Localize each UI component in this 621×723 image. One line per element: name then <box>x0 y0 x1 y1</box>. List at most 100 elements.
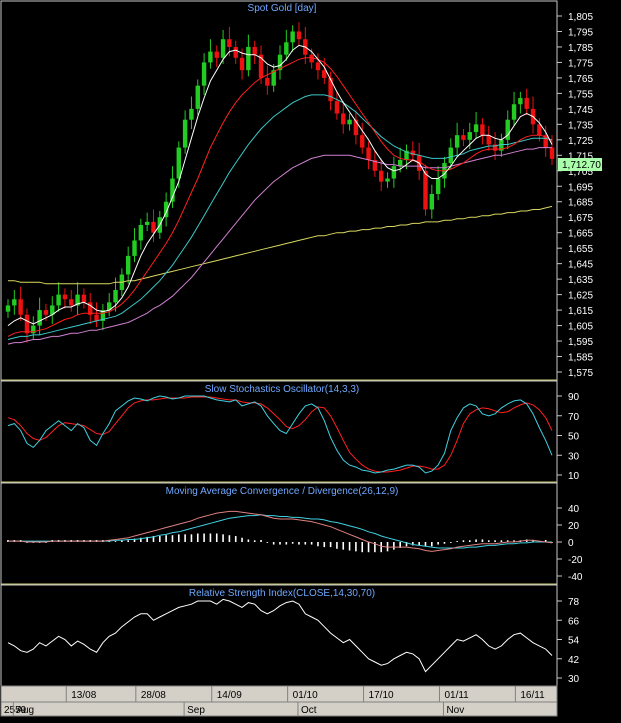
candle-up <box>12 299 17 306</box>
stoch-panel-frame <box>0 380 558 483</box>
price-axis-tick-label: 1,595 <box>568 337 593 348</box>
last-price-label: 1,712.70 <box>562 160 601 171</box>
candle-down <box>18 299 23 315</box>
candle-up <box>448 147 454 164</box>
price-axis-tick-label: 1,655 <box>568 244 593 255</box>
price-axis-tick-label: 1,745 <box>568 105 593 116</box>
candle-down <box>353 119 359 136</box>
macd-y-axis: 40 20 0 -20 -40 <box>557 504 583 583</box>
price-axis-tick-label: 1,775 <box>568 58 593 69</box>
price-axis-tick-label: 1,615 <box>568 306 593 317</box>
candle-up <box>208 51 213 63</box>
candle-up <box>170 178 175 202</box>
ma-long-line <box>8 205 553 285</box>
date-label: 16/11 <box>520 690 545 701</box>
price-axis-tick-label: 1,765 <box>568 74 593 85</box>
date-axis-bar <box>0 685 558 717</box>
candle-up <box>518 98 523 105</box>
price-axis-tick-label: 1,675 <box>568 213 593 224</box>
price-axis-tick-label: 1,725 <box>568 136 593 147</box>
candle-up <box>505 119 510 140</box>
candle-up <box>37 310 42 326</box>
stoch-d-line <box>7 396 553 473</box>
candle-down <box>258 54 264 78</box>
stoch-axis-tick-label: 90 <box>568 392 580 403</box>
candle-up <box>404 150 409 160</box>
price-axis-tick-label: 1,665 <box>568 229 593 240</box>
candle-down <box>43 310 49 315</box>
macd-title: Moving Average Convergence / Divergence(… <box>166 486 399 497</box>
rsi-axis-tick-label: 30 <box>568 674 580 685</box>
candle-down <box>492 144 498 151</box>
macd-axis-tick-label: 20 <box>568 521 580 532</box>
ma-cyan-line <box>7 94 553 340</box>
macd-axis-tick-label: -40 <box>568 572 583 583</box>
candle-down <box>69 299 74 306</box>
candle-down <box>88 302 93 315</box>
candle-down <box>366 147 371 160</box>
price-axis-tick-label: 1,685 <box>568 198 593 209</box>
candle-up <box>132 240 137 256</box>
candle-up <box>385 178 390 182</box>
candle-up <box>31 325 36 334</box>
candle-down <box>239 57 245 71</box>
candle-down <box>227 39 232 47</box>
candle-up <box>5 305 11 312</box>
price-axis-tick-label: 1,705 <box>568 167 593 178</box>
candle-up <box>454 135 460 148</box>
macd-axis-tick-label: 40 <box>568 504 580 515</box>
candle-up <box>125 255 131 275</box>
rsi-title: Relative Strength Index(CLOSE,14,30,70) <box>189 588 375 599</box>
candle-down <box>94 314 99 321</box>
candle-down <box>334 101 340 114</box>
candle-up <box>347 119 352 125</box>
candle-down <box>233 46 238 58</box>
candle-up <box>397 159 403 167</box>
price-chart-title: Spot Gold [day] <box>248 3 317 14</box>
candle-up <box>56 294 61 306</box>
candle-up <box>511 104 517 120</box>
price-axis-tick-label: 1,625 <box>568 291 593 302</box>
candle-up <box>271 70 276 86</box>
candle-up <box>467 132 472 140</box>
candle-up <box>50 305 55 315</box>
candle-down <box>549 147 555 159</box>
rsi-axis-tick-label: 66 <box>568 616 580 627</box>
price-axis-tick-label: 1,575 <box>568 368 593 379</box>
stoch-k-line <box>7 395 553 474</box>
candle-up <box>290 31 295 43</box>
macd-panel <box>7 510 553 553</box>
candle-down <box>378 170 384 182</box>
candle-down <box>309 54 314 63</box>
price-axis-tick-label: 1,635 <box>568 275 593 286</box>
stoch-axis-tick-label: 10 <box>568 471 580 482</box>
candle-down <box>537 124 542 136</box>
rsi-axis-tick-label: 54 <box>568 636 580 647</box>
month-label: 2559 <box>4 705 27 716</box>
price-axis-tick-label: 1,755 <box>568 89 593 100</box>
candle-up <box>189 108 194 120</box>
candle-up <box>473 124 479 133</box>
candle-down <box>315 62 321 71</box>
candle-up <box>106 302 112 311</box>
macd-axis-tick-label: 0 <box>568 538 574 549</box>
candle-up <box>201 62 207 86</box>
rsi-y-axis: 78 66 54 42 30 <box>557 597 580 685</box>
price-axis-tick-label: 1,695 <box>568 182 593 193</box>
candle-up <box>75 294 80 306</box>
month-label: Nov <box>446 705 464 716</box>
candle-down <box>410 150 416 156</box>
candle-down <box>480 124 485 136</box>
candle-down <box>252 46 257 55</box>
candle-down <box>486 135 491 145</box>
candle-up <box>391 166 397 179</box>
candle-down <box>341 113 346 125</box>
candle-down <box>543 135 548 148</box>
date-label: 13/08 <box>71 690 96 701</box>
candle-up <box>113 289 118 303</box>
date-label: 17/10 <box>369 690 394 701</box>
rsi-axis-tick-label: 42 <box>568 655 580 666</box>
price-panel <box>5 22 555 345</box>
candle-down <box>423 170 428 210</box>
